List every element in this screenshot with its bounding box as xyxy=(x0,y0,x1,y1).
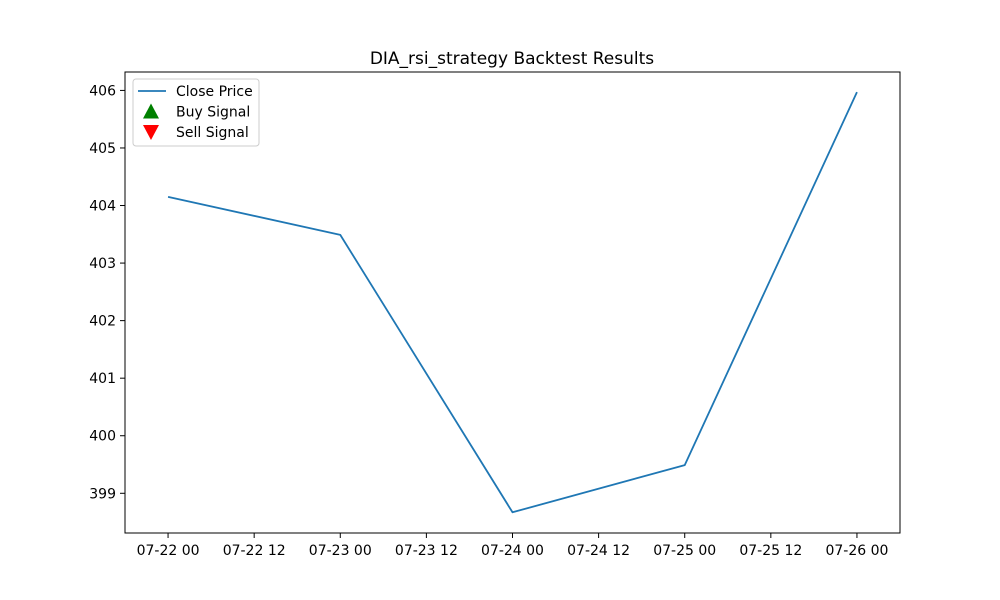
legend: Close Price Buy Signal Sell Signal xyxy=(132,78,260,147)
x-tick-label: 07-24 12 xyxy=(567,543,630,559)
y-tick-label: 399 xyxy=(89,486,116,502)
legend-label: Close Price xyxy=(176,84,253,100)
x-tick-label: 07-25 12 xyxy=(739,543,802,559)
x-tick-label: 07-22 12 xyxy=(223,543,286,559)
x-tick-label: 07-26 00 xyxy=(825,543,888,559)
y-tick-label: 401 xyxy=(89,371,116,387)
series-line-close-price xyxy=(167,91,858,514)
legend-box xyxy=(132,78,260,147)
x-tick-label: 07-25 00 xyxy=(653,543,716,559)
chart-title: DIA_rsi_strategy Backtest Results xyxy=(370,49,654,69)
x-tick-label: 07-22 00 xyxy=(137,543,200,559)
y-tick-label: 406 xyxy=(89,83,116,99)
x-tick-label: 07-23 12 xyxy=(395,543,458,559)
plot-area: 07-22 00 07-22 12 07-23 00 07-23 12 07-24 00… xyxy=(89,71,901,559)
y-tick-label: 405 xyxy=(89,141,116,157)
legend-label: Sell Signal xyxy=(176,125,249,141)
y-tick-label: 402 xyxy=(89,314,116,330)
legend-label: Buy Signal xyxy=(176,105,250,121)
triangle-down-icon xyxy=(143,125,159,140)
y-tick-label: 404 xyxy=(89,199,116,215)
x-tick-label: 07-23 00 xyxy=(309,543,372,559)
x-tick-label: 07-24 00 xyxy=(481,543,544,559)
y-tick-label: 400 xyxy=(89,429,116,445)
y-tick-label: 403 xyxy=(89,256,116,272)
triangle-up-icon xyxy=(143,103,159,119)
